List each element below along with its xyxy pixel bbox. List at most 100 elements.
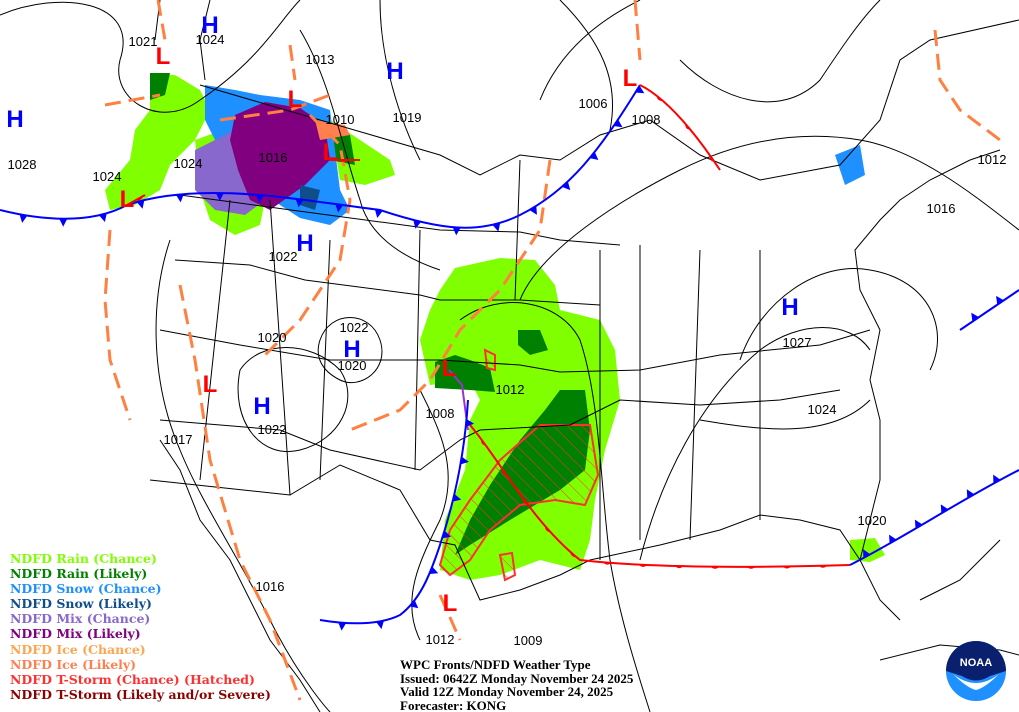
isobar-label: 1020 bbox=[258, 330, 287, 345]
warm-front-semicircle bbox=[603, 562, 612, 565]
isobar-label: 1022 bbox=[340, 320, 369, 335]
noaa-logo: NOAA bbox=[946, 641, 1006, 701]
issued-time: Issued: 0642Z Monday November 24 2025 bbox=[400, 670, 634, 686]
isobar-label: 1012 bbox=[426, 632, 455, 647]
rain-chance-area bbox=[850, 538, 885, 562]
rain-likely-area bbox=[518, 330, 548, 355]
cold-front-triangle bbox=[374, 209, 383, 218]
cold-front-triangle bbox=[452, 227, 461, 236]
high-pressure-symbol: H bbox=[781, 294, 798, 321]
isobar-label: 1012 bbox=[496, 382, 525, 397]
low-pressure-symbol: L bbox=[323, 139, 338, 166]
cold-front-triangle bbox=[255, 194, 264, 204]
cold-front-triangle bbox=[335, 203, 344, 213]
cold-front-triangle bbox=[492, 222, 501, 232]
warm-front-semicircle bbox=[819, 565, 828, 568]
noaa-logo-text: NOAA bbox=[960, 657, 992, 669]
cold-front-triangle bbox=[452, 493, 462, 502]
warm-front-semicircle bbox=[545, 526, 551, 533]
legend-item: NDFD T-Storm (Chance) (Hatched) bbox=[10, 671, 255, 687]
rain-likely-area bbox=[150, 73, 170, 100]
isobar-label: 1010 bbox=[326, 112, 355, 127]
isobar-label: 1008 bbox=[632, 112, 661, 127]
legend-item: NDFD Rain (Likely) bbox=[10, 566, 148, 582]
warm-front-semicircle bbox=[709, 155, 715, 162]
snow-likely-area bbox=[300, 185, 320, 210]
cold-front-triangle bbox=[966, 489, 975, 499]
warm-front-semicircle bbox=[570, 551, 577, 558]
cold-front-triangle bbox=[993, 474, 1001, 484]
cold-front-triangle bbox=[442, 530, 452, 539]
low-pressure-symbol: L bbox=[623, 65, 638, 92]
legend-item: NDFD Mix (Chance) bbox=[10, 611, 151, 627]
cold-front bbox=[0, 84, 641, 229]
isobar-label: 1028 bbox=[8, 157, 37, 172]
isobar-label: 1024 bbox=[196, 32, 225, 47]
isobar-label: 1019 bbox=[393, 110, 422, 125]
legend-item: NDFD Snow (Chance) bbox=[10, 581, 162, 597]
warm-front-semicircle bbox=[711, 566, 720, 569]
isobar-label: 1024 bbox=[174, 156, 203, 171]
cold-front-triangle bbox=[561, 181, 571, 191]
valid-time: Valid 12Z Monday November 24, 2025 bbox=[400, 684, 614, 700]
isobar-label: 1022 bbox=[258, 422, 287, 437]
legend-item: NDFD T-Storm (Likely and/or Severe) bbox=[10, 686, 271, 702]
cold-front-triangle bbox=[99, 213, 107, 222]
low-pressure-symbol: L bbox=[442, 355, 457, 382]
cold-front-triangle bbox=[409, 600, 419, 609]
map-title-block: WPC Fronts/NDFD Weather Type Issued: 064… bbox=[400, 658, 633, 712]
isobar-label: 1012 bbox=[978, 152, 1007, 167]
low-pressure-symbol: L bbox=[203, 371, 218, 398]
isobar-label: 1027 bbox=[783, 335, 812, 350]
cold-front-triangle bbox=[996, 295, 1004, 305]
fronts bbox=[0, 84, 1019, 631]
ice-likely-area bbox=[315, 120, 350, 140]
isobar-label: 1020 bbox=[858, 513, 887, 528]
warm-front-semicircle bbox=[685, 123, 691, 130]
low-pressure-symbol: L bbox=[443, 590, 458, 617]
map-title: WPC Fronts/NDFD Weather Type bbox=[400, 657, 591, 672]
warm-front-semicircle bbox=[501, 468, 507, 476]
rain-likely-area bbox=[435, 355, 495, 392]
low-pressure-symbol: L bbox=[288, 86, 303, 113]
cold-front bbox=[319, 399, 469, 625]
warm-front-semicircle bbox=[675, 566, 684, 569]
troughs bbox=[103, 0, 1001, 701]
tstorm-chance-area bbox=[438, 424, 600, 577]
warm-front-semicircle bbox=[783, 566, 792, 569]
cold-front-triangle bbox=[338, 622, 347, 631]
isobar-label: 1021 bbox=[129, 34, 158, 49]
high-pressure-symbol: H bbox=[296, 230, 313, 257]
cold-front-triangle bbox=[376, 620, 384, 630]
warm-front-semicircle bbox=[522, 497, 528, 505]
cold-front-triangle bbox=[59, 218, 68, 227]
warm-front bbox=[469, 424, 851, 568]
warm-front-semicircle bbox=[340, 160, 348, 162]
cold-front-triangle bbox=[215, 192, 224, 201]
isobar-label: 1009 bbox=[514, 633, 543, 648]
isobar-label: 1013 bbox=[306, 52, 335, 67]
high-pressure-symbol: H bbox=[201, 12, 218, 39]
cold-front bbox=[959, 289, 1019, 331]
cold-front-triangle bbox=[295, 198, 304, 208]
isobar-label: 1016 bbox=[927, 201, 956, 216]
cold-front-triangle bbox=[971, 312, 980, 322]
legend-item: NDFD Ice (Chance) bbox=[10, 641, 146, 657]
cold-front-triangle bbox=[175, 193, 184, 203]
cold-front-triangle bbox=[429, 566, 439, 574]
isobar-label: 1022 bbox=[269, 249, 298, 264]
forecaster: Forecaster: KONG bbox=[400, 697, 507, 712]
precipitation-areas bbox=[105, 73, 885, 582]
high-pressure-symbol: H bbox=[343, 336, 360, 363]
high-pressure-symbol: H bbox=[386, 58, 403, 85]
high-pressure-symbol: H bbox=[6, 106, 23, 133]
isobar-labels: 1021 1024 1013 1028 1024 1024 1010 1019 1016 1022… bbox=[8, 32, 1007, 648]
low-pressure-symbol: L bbox=[156, 43, 171, 70]
cold-front-triangle bbox=[589, 151, 599, 160]
warm-front-semicircle bbox=[747, 566, 756, 569]
cold-front-triangle bbox=[914, 519, 923, 529]
warm-front-semicircle bbox=[656, 95, 663, 102]
